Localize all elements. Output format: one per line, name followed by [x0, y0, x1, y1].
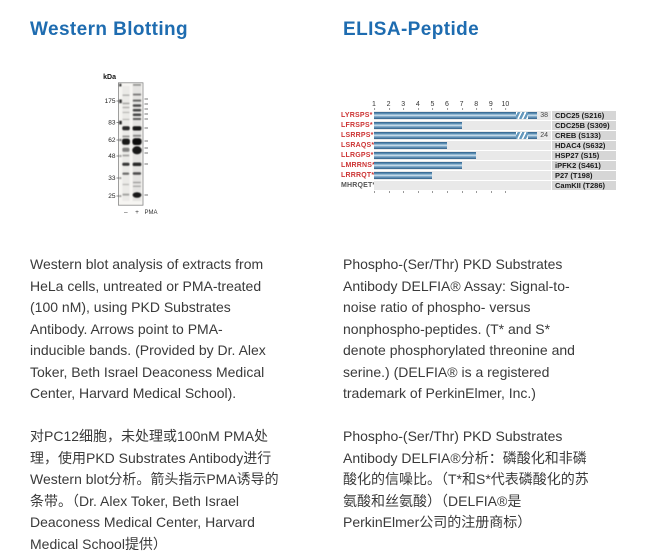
bar-track [374, 141, 551, 150]
chart-row: LLRGPS* HSP27 (S15) [341, 151, 621, 160]
chart-row: MHRQET* CamKII (T286) [341, 181, 621, 190]
lane-plus-bands [132, 84, 142, 198]
signal-bar [374, 152, 477, 159]
peptide-label: LSRRPS* [341, 132, 374, 139]
bar-track: 38 [374, 111, 551, 120]
axis-tick: 9 [488, 101, 493, 110]
elisa-caption-chinese: Phospho-(Ser/Thr) PKD Substrates Antibod… [343, 428, 589, 530]
peptide-label: LFRSPS* [341, 122, 373, 129]
peptide-label: LRRRQT* [341, 172, 375, 179]
mw-marker-label: 175 [105, 98, 116, 105]
axis-tick: 1 [372, 101, 376, 110]
axis-tick-mark [505, 191, 507, 193]
western-blot-figure: kDa [100, 62, 180, 222]
axis-tick: 10 [501, 101, 510, 110]
peptide-label: MHRQET* [341, 182, 376, 189]
pma-label: PMA [145, 210, 158, 216]
lane-minus-label: – [124, 209, 128, 216]
bar-track: 24 [374, 131, 551, 140]
axis-tick: 3 [401, 101, 406, 110]
axis-tick: 5 [430, 101, 435, 110]
axis-tick-mark [403, 191, 405, 193]
mw-marker-label: 25 [108, 193, 116, 200]
axis-tick-mark [388, 191, 390, 193]
axis-tick-mark [374, 191, 375, 193]
bar-track [374, 151, 551, 160]
band-arrow-marks [144, 98, 148, 196]
bar-track [374, 171, 551, 180]
mw-marker-label: 48 [108, 153, 116, 160]
axis-tick: 2 [386, 101, 391, 110]
signal-bar [374, 162, 462, 169]
chart-row: LYRSPS* 38 CDC25 (S216) [341, 111, 621, 120]
axis-tick-mark [490, 191, 492, 193]
lane-minus-bands [122, 94, 130, 196]
axis-tick: 7 [459, 101, 464, 110]
target-label: CREB (S133) [552, 131, 616, 140]
mw-marker-label: 33 [108, 175, 116, 182]
axis-tick: 4 [415, 101, 420, 110]
axis-tick-mark [476, 191, 478, 193]
chart-row: LSRAQS* HDAC4 (S632) [341, 141, 621, 150]
elisa-chart-axis: 1 2 3 4 5 6 7 8 9 10 [372, 101, 621, 111]
chart-row: LFRSPS* CDC25B (S309) [341, 121, 621, 130]
chart-row: LSRRPS* 24 CREB (S133) [341, 131, 621, 140]
lane-plus-label: + [135, 209, 139, 216]
peptide-label: LLRGPS* [341, 152, 374, 159]
target-label: CamKII (T286) [552, 181, 616, 190]
axis-tick: 8 [474, 101, 479, 110]
kda-label: kDa [103, 74, 116, 81]
marker-lane-bands [119, 83, 122, 197]
bar-value-label: 24 [540, 132, 548, 139]
signal-bar [374, 132, 516, 139]
signal-bar [374, 122, 462, 129]
western-caption-english: Western blot analysis of extracts from H… [30, 256, 266, 401]
signal-bar [374, 172, 433, 179]
signal-bar-stub [528, 112, 537, 119]
western-caption-chinese: 对PC12细胞，未处理或100nM PMA处 理，使用PKD Substrate… [30, 428, 279, 552]
peptide-label: LMRRNS* [341, 162, 376, 169]
target-label: HDAC4 (S632) [552, 141, 616, 150]
bar-track [374, 161, 551, 170]
axis-tick-mark [447, 191, 448, 193]
elisa-chart-rows: LYRSPS* 38 CDC25 (S216) LFRSPS* CDC25B (S309… [341, 111, 621, 190]
axis-tick-mark [432, 191, 434, 193]
target-label: HSP27 (S15) [552, 151, 616, 160]
chart-row: LRRRQT* P27 (T198) [341, 171, 621, 180]
western-blot-image: kDa [103, 74, 158, 216]
bar-track [374, 121, 551, 130]
target-label: iPFK2 (S461) [552, 161, 616, 170]
bar-track [374, 181, 551, 190]
molecular-weight-markers: 175 83 62 48 33 25 [105, 98, 119, 200]
elisa-chart: 1 2 3 4 5 6 7 8 9 10 LYRSPS* 38 CDC25 (S216) LFRSPS*… [341, 101, 621, 194]
axis-tick-mark [461, 191, 463, 193]
target-label: CDC25B (S309) [552, 121, 616, 130]
axis-tick: 6 [445, 101, 449, 110]
signal-bar [374, 112, 516, 119]
mw-marker-label: 83 [108, 120, 116, 127]
axis-break-hatch [516, 132, 528, 139]
target-label: P27 (T198) [552, 171, 616, 180]
axis-break-hatch [516, 112, 528, 119]
elisa-chart-bottom-ticks [374, 191, 621, 194]
mw-marker-label: 62 [108, 137, 116, 144]
target-label: CDC25 (S216) [552, 111, 616, 120]
signal-bar-stub [528, 132, 537, 139]
peptide-label: LYRSPS* [341, 112, 373, 119]
elisa-caption-english: Phospho-(Ser/Thr) PKD Substrates Antibod… [343, 256, 575, 401]
section-title-elisa-peptide: ELISA-Peptide [343, 19, 480, 40]
axis-tick-mark [417, 191, 419, 193]
bar-value-label: 38 [540, 112, 548, 119]
section-title-western-blotting: Western Blotting [30, 19, 189, 40]
chart-row: LMRRNS* iPFK2 (S461) [341, 161, 621, 170]
signal-bar [374, 142, 447, 149]
peptide-label: LSRAQS* [341, 142, 375, 149]
